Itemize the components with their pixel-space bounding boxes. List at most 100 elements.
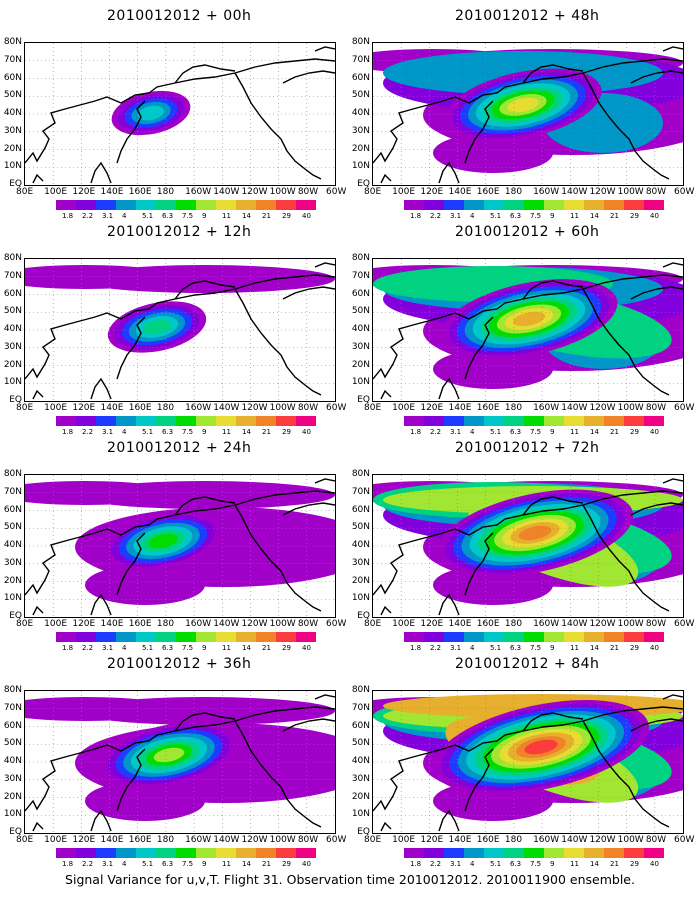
colorbar-swatch [96, 200, 116, 210]
colorbar-swatch [256, 200, 276, 210]
lon-label: 80E [16, 187, 34, 197]
coastline [380, 173, 392, 184]
colorbar-label: 14 [590, 644, 599, 652]
colorbar-swatch [136, 200, 156, 210]
lon-label: 160E [128, 187, 152, 197]
colorbar-label: 6.3 [162, 428, 174, 436]
variance-contour [512, 311, 546, 327]
colorbar-label: 29 [630, 644, 639, 652]
lat-label: 70N [3, 486, 22, 497]
lon-label: 80W [645, 403, 667, 413]
colorbar-swatch [96, 848, 116, 858]
coastline [32, 389, 44, 400]
colorbar-label: 14 [590, 428, 599, 436]
lat-label: 40N [351, 540, 370, 550]
panel-title: 2010012012 + 24h [107, 440, 252, 456]
colorbar-label: 21 [262, 644, 271, 652]
map-canvas [25, 259, 335, 401]
lon-label: 120W [589, 619, 616, 629]
colorbar-swatch [156, 200, 176, 210]
colorbar-swatch [236, 632, 256, 642]
lon-label: 100E [392, 403, 416, 413]
lon-label: 80E [364, 187, 382, 197]
colorbar-swatch [116, 200, 136, 210]
coastline [174, 496, 236, 516]
lon-label: 140E [100, 835, 124, 845]
colorbar-swatch [564, 848, 584, 858]
coastline [464, 100, 494, 164]
coastline [373, 706, 683, 812]
colorbar-label: 21 [262, 212, 271, 220]
colorbar-label: 2.2 [82, 644, 94, 652]
colorbar-label: 7.5 [182, 644, 194, 652]
lon-label: 140W [561, 619, 588, 629]
colorbar-swatch [176, 200, 196, 210]
colorbar-label: 7.5 [182, 212, 194, 220]
colorbar-label: 29 [630, 212, 639, 220]
lat-label: 70N [351, 486, 370, 497]
lat-label: 40N [3, 108, 22, 118]
lon-label: 120E [420, 403, 444, 413]
panel-title: 2010012012 + 60h [455, 224, 600, 240]
colorbar-swatch [444, 632, 464, 642]
lat-label: 70N [351, 54, 370, 65]
lon-label: 60W [326, 187, 347, 197]
coastline [314, 478, 335, 484]
colorbar-swatch [276, 416, 296, 426]
colorbar-swatch [504, 416, 524, 426]
colorbar-label: 29 [282, 428, 291, 436]
map-canvas [25, 475, 335, 617]
lon-label: 80E [364, 403, 382, 413]
colorbar-label: 29 [282, 212, 291, 220]
colorbar-swatch [604, 632, 624, 642]
colorbar-label: 14 [242, 644, 251, 652]
lat-label: 10N [351, 809, 370, 820]
colorbar-label: 1.8 [410, 644, 422, 652]
colorbar-label: 21 [610, 428, 619, 436]
colorbar-label: 4 [122, 428, 127, 436]
colorbar-swatch [524, 200, 544, 210]
colorbar-label: 11 [570, 860, 579, 868]
lon-label: 120E [72, 403, 96, 413]
coastline [282, 286, 335, 300]
coastline [522, 64, 584, 84]
colorbar-label: 4 [470, 860, 475, 868]
lat-label: 70N [3, 54, 22, 65]
coastline [630, 70, 683, 84]
variance-contour [148, 533, 178, 549]
variance-contour [75, 697, 335, 725]
coastline [25, 274, 335, 380]
colorbar-label: 3.1 [102, 212, 114, 220]
coastline [522, 496, 584, 516]
coastline [582, 720, 670, 828]
colorbar-label: 4 [470, 212, 475, 220]
coastline [234, 288, 322, 396]
lon-label: 60W [674, 619, 695, 629]
colorbar-label: 29 [282, 860, 291, 868]
colorbar-label: 4 [470, 644, 475, 652]
lon-label: 60W [674, 403, 695, 413]
variance-contour [507, 97, 539, 113]
colorbar-label: 2.2 [430, 212, 442, 220]
colorbar-swatch [424, 632, 444, 642]
colorbar-swatch [524, 632, 544, 642]
coastline [32, 173, 44, 184]
colorbar-label: 9 [550, 860, 555, 868]
lat-label: 20N [3, 359, 22, 370]
colorbar-swatch [624, 200, 644, 210]
colorbar-swatch [464, 200, 484, 210]
colorbar-swatch [644, 848, 664, 858]
colorbar-label: 3.1 [450, 428, 462, 436]
lon-label: 120W [589, 187, 616, 197]
colorbar-label: 7.5 [530, 212, 542, 220]
coastline [90, 161, 112, 184]
colorbar-label: 5.1 [490, 860, 502, 868]
colorbar-label: 14 [590, 212, 599, 220]
colorbar-label: 21 [610, 644, 619, 652]
coastline [662, 46, 683, 52]
coastline [25, 490, 335, 596]
colorbar-label: 11 [570, 644, 579, 652]
colorbar-swatch [524, 848, 544, 858]
lon-label: 160W [533, 619, 560, 629]
colorbar-swatch [404, 848, 424, 858]
